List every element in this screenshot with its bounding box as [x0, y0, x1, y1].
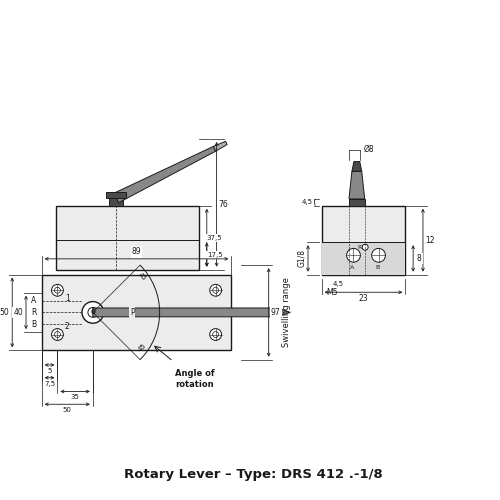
Text: G1/8: G1/8	[298, 250, 306, 268]
Text: 12: 12	[425, 236, 434, 244]
Text: Ø8: Ø8	[364, 146, 374, 154]
Bar	[322, 242, 406, 274]
Text: 4,5: 4,5	[333, 282, 344, 288]
Polygon shape	[352, 162, 362, 172]
Text: 5: 5	[48, 368, 52, 374]
Text: B: B	[32, 320, 36, 328]
Text: 8: 8	[416, 254, 422, 263]
Circle shape	[88, 308, 98, 318]
Text: B: B	[376, 265, 380, 270]
Text: R: R	[357, 244, 362, 250]
Text: Rotary Lever – Type: DRS 412 .-1/8: Rotary Lever – Type: DRS 412 .-1/8	[124, 468, 382, 480]
Circle shape	[52, 284, 64, 296]
Text: 0: 0	[90, 310, 95, 316]
Polygon shape	[106, 192, 126, 198]
Text: 45: 45	[136, 342, 147, 353]
Text: 7,5: 7,5	[44, 380, 55, 386]
Text: M5: M5	[326, 288, 338, 297]
Text: Angle of
rotation: Angle of rotation	[176, 370, 215, 389]
Circle shape	[210, 328, 222, 340]
Circle shape	[346, 248, 360, 262]
Text: 40: 40	[14, 308, 23, 317]
Circle shape	[210, 284, 222, 296]
Circle shape	[54, 332, 60, 338]
Text: 35: 35	[70, 394, 80, 400]
Text: P: P	[130, 308, 134, 317]
Circle shape	[212, 332, 218, 338]
Polygon shape	[114, 146, 216, 203]
Text: 50: 50	[63, 407, 72, 413]
Circle shape	[212, 288, 218, 293]
Circle shape	[52, 328, 64, 340]
Circle shape	[54, 288, 60, 293]
Text: 4,5: 4,5	[304, 200, 316, 205]
Text: 50: 50	[0, 308, 10, 317]
Bar	[349, 199, 364, 206]
Circle shape	[362, 244, 368, 250]
Bar	[110, 198, 123, 206]
Circle shape	[372, 248, 386, 262]
Text: 97: 97	[270, 308, 280, 317]
Polygon shape	[349, 172, 364, 199]
Text: 2: 2	[65, 322, 70, 331]
Bar	[56, 206, 199, 270]
Text: A: A	[350, 265, 354, 270]
Text: 89: 89	[132, 248, 141, 256]
Bar	[42, 274, 232, 350]
Text: 37,5: 37,5	[207, 234, 222, 240]
Bar	[322, 206, 406, 274]
Text: A: A	[31, 296, 36, 305]
Text: 17,5: 17,5	[207, 252, 222, 258]
Text: 1: 1	[65, 294, 70, 302]
Text: R: R	[31, 308, 36, 317]
Text: 23: 23	[358, 294, 368, 302]
Polygon shape	[93, 308, 290, 317]
Polygon shape	[214, 142, 227, 151]
Text: Swivelling range: Swivelling range	[282, 278, 291, 347]
Circle shape	[82, 302, 104, 323]
Text: 4,5: 4,5	[302, 200, 312, 205]
Text: 45: 45	[136, 272, 147, 282]
Text: 76: 76	[218, 200, 228, 209]
